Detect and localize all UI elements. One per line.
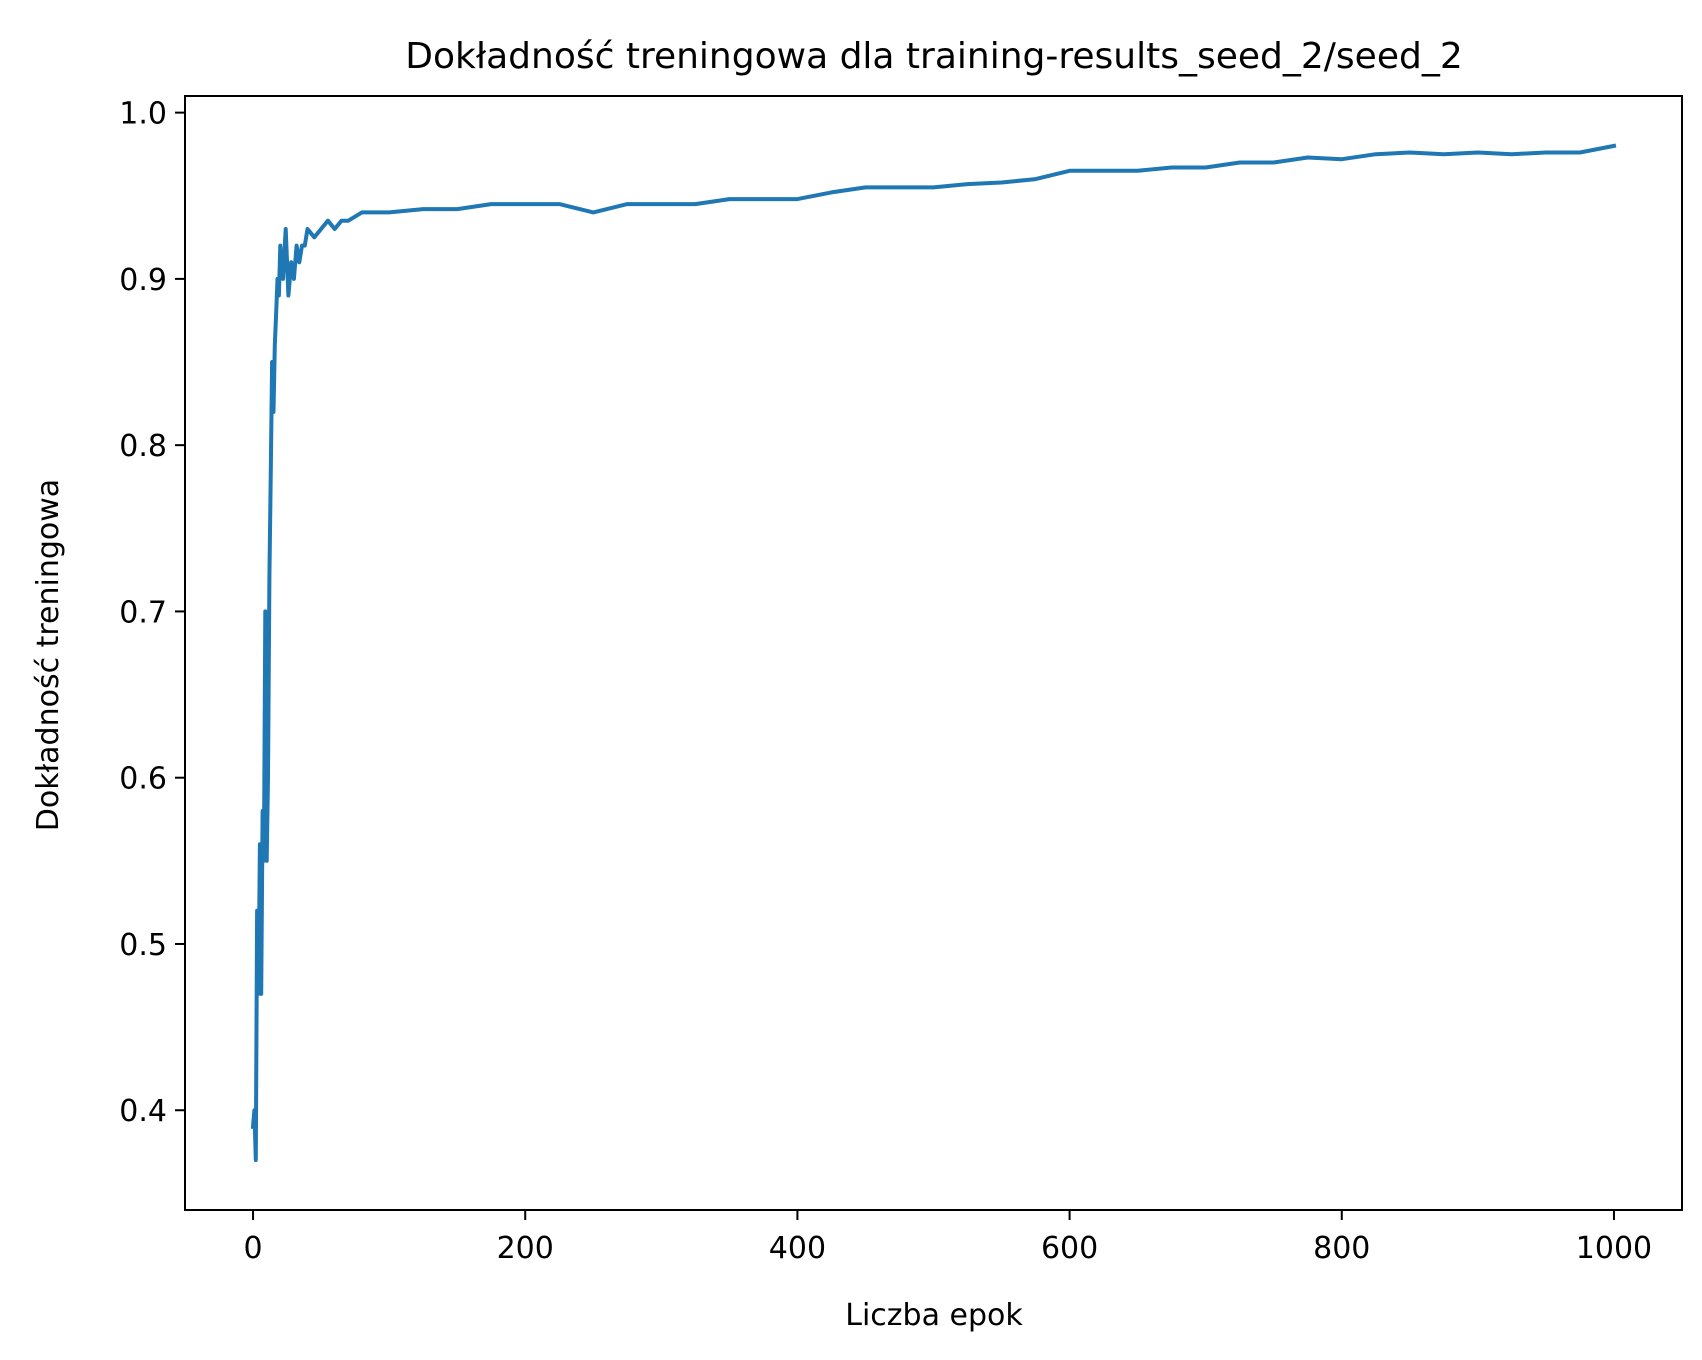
plot-area <box>184 95 1683 1211</box>
y-tick-label: 0.4 <box>119 1094 167 1129</box>
y-axis-ticks: 0.4 0.5 0.6 0.7 0.8 0.9 1.0 <box>119 97 185 1129</box>
x-tick-label: 800 <box>1313 1231 1370 1266</box>
x-tick-label: 200 <box>497 1231 554 1266</box>
y-tick-label: 0.5 <box>119 928 167 963</box>
x-axis-label: Liczba epok <box>845 1298 1023 1333</box>
y-axis-label: Dokładność treningowa <box>31 479 66 831</box>
x-tick-label: 600 <box>1041 1231 1098 1266</box>
y-tick-label: 0.7 <box>119 595 167 630</box>
y-tick-label: 0.6 <box>119 762 167 797</box>
x-axis-ticks: 0 200 400 600 800 1000 <box>243 1210 1652 1266</box>
x-tick-label: 400 <box>769 1231 826 1266</box>
y-tick-label: 0.8 <box>119 429 167 464</box>
axes-frame <box>184 95 1683 1211</box>
x-tick-label: 1000 <box>1576 1231 1652 1266</box>
chart-title: Dokładność treningowa dla training-resul… <box>405 36 1462 77</box>
series-line <box>250 143 1617 1163</box>
y-tick-label: 0.9 <box>119 263 167 298</box>
x-tick-label: 0 <box>243 1231 262 1266</box>
y-tick-label: 1.0 <box>119 97 167 132</box>
